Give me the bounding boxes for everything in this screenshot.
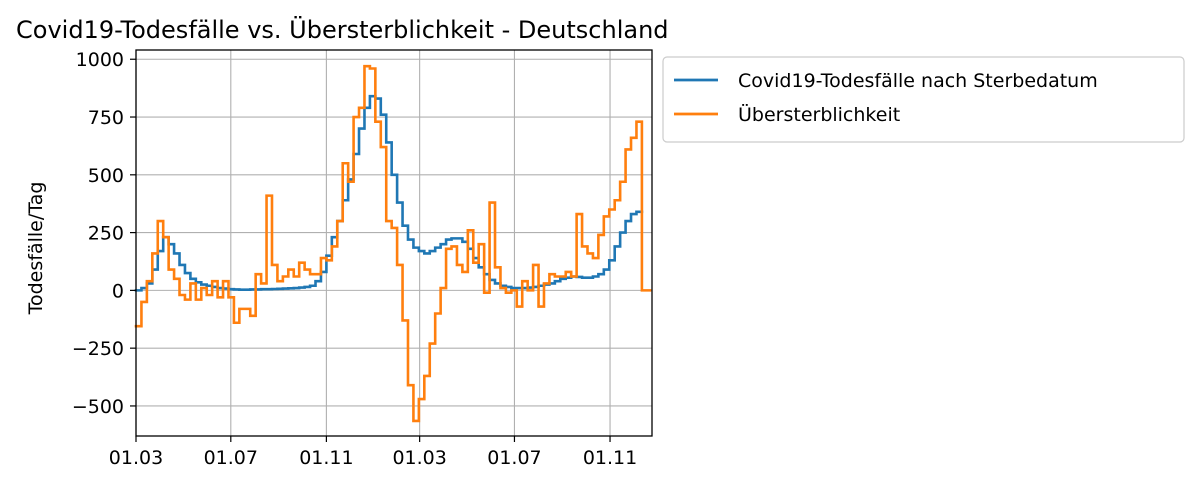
grid xyxy=(135,50,652,436)
x-tick-label: 01.07 xyxy=(204,447,258,469)
legend-label: Covid19-Todesfälle nach Sterbedatum xyxy=(738,70,1098,92)
y-tick-label: 0 xyxy=(112,280,124,302)
chart-title: Covid19-Todesfälle vs. Übersterblichkeit… xyxy=(16,15,669,44)
series-line-excess-mortality xyxy=(134,64,652,423)
y-tick-label: −250 xyxy=(72,338,124,360)
plot-series xyxy=(134,64,652,423)
y-tick-label: −500 xyxy=(72,396,124,418)
plot-area-frame xyxy=(135,49,653,437)
axis-ticks: 01.03 01.07 01.11 01.03 01.07 01.11 1000 750 500… xyxy=(72,49,637,469)
y-tick-label: 1000 xyxy=(76,49,124,71)
y-axis-label: Todesfälle/Tag xyxy=(25,182,47,316)
series-line-covid-deaths xyxy=(134,94,644,292)
y-tick-label: 500 xyxy=(88,165,124,187)
x-tick-label: 01.07 xyxy=(487,447,541,469)
x-tick-label: 01.11 xyxy=(583,447,637,469)
legend-frame xyxy=(662,56,1185,143)
legend-label: Übersterblichkeit xyxy=(738,103,900,126)
y-tick-label: 750 xyxy=(88,107,124,129)
legend: Covid19-Todesfälle nach Sterbedatum Übers… xyxy=(662,56,1185,143)
x-tick-label: 01.03 xyxy=(109,447,163,469)
x-tick-label: 01.11 xyxy=(299,447,353,469)
y-tick-label: 250 xyxy=(88,223,124,245)
x-tick-label: 01.03 xyxy=(392,447,446,469)
